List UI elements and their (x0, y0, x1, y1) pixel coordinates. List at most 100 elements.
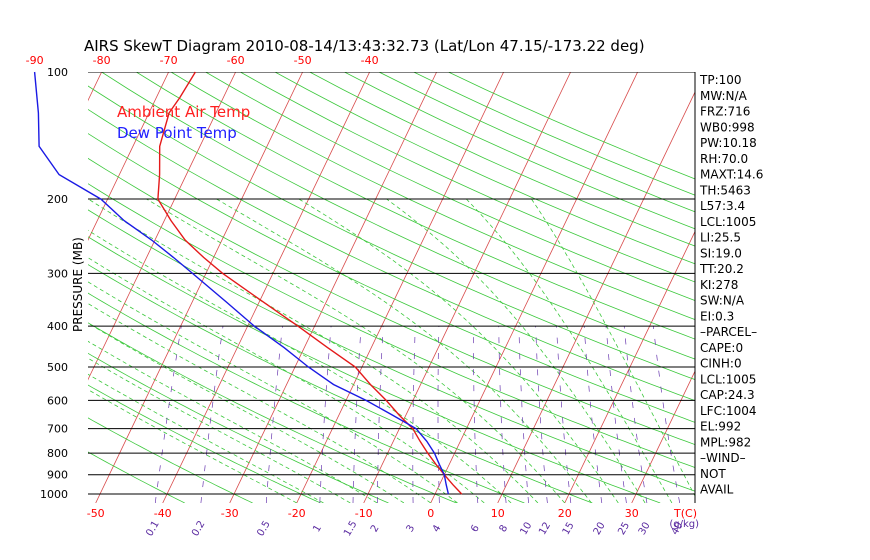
moist-adiabat-line (88, 257, 485, 503)
bottom-temp-tick-label: 0 (427, 507, 434, 520)
series-line-ambient-air-temp (157, 71, 463, 495)
mixing-ratio-tick-label: 2 (369, 523, 382, 534)
dry-adiabat-line (88, 264, 593, 503)
mixing-ratio-tick-label: 0.2 (190, 519, 207, 538)
pressure-tick-label: 100 (47, 66, 68, 79)
mixing-ratio-tick-label: 1.5 (342, 519, 359, 538)
mixing-ratio-line (437, 326, 440, 503)
mixing-ratio-tick-label: 25 (616, 520, 632, 537)
mixing-ratio-line (518, 326, 529, 503)
moist-adiabat-line (531, 198, 695, 497)
temp-unit-label: T(C) (673, 507, 697, 520)
dry-adiabat-line (88, 209, 695, 492)
dry-adiabat-line (274, 72, 695, 265)
bottom-temp-tick-label: 30 (625, 507, 639, 520)
mixing-ratio-tick-label: 6 (469, 523, 482, 534)
bottom-temp-tick-label: -40 (154, 507, 172, 520)
mixing-ratio-line (556, 326, 572, 503)
moist-adiabat-line (88, 322, 405, 503)
dry-adiabat-line (88, 417, 253, 503)
pressure-tick-label: 1000 (40, 488, 68, 501)
chart-grid (0, 72, 870, 503)
mixing-ratio-tick-label: 15 (561, 520, 577, 537)
index-entry: LFC:1004 (700, 404, 757, 418)
mixing-ratio-tick-label: 8 (498, 523, 511, 534)
index-entry: –WIND– (700, 451, 746, 465)
isotherm-line (296, 72, 504, 503)
mixing-ratio-line (412, 326, 416, 503)
mixing-ratio-line (319, 326, 332, 503)
pressure-tick-label: 300 (47, 267, 68, 280)
dry-adiabat-line (88, 292, 525, 503)
top-temp-tick-label: -60 (227, 54, 245, 67)
index-entry: RH:70.0 (700, 152, 748, 166)
mixing-ratio-line (352, 326, 362, 503)
pressure-tick-label: 200 (47, 193, 68, 206)
chart-axes: 1002003004005006007008009001000-120-110-… (26, 54, 699, 538)
isotherm-line (766, 72, 870, 503)
isotherm-line (631, 370, 695, 503)
index-entry: EL:992 (700, 420, 741, 434)
moist-adiabat-line (88, 198, 539, 503)
isotherm-line (833, 72, 870, 503)
top-temp-tick-label: -90 (26, 54, 44, 67)
chart-title: AIRS SkewT Diagram 2010-08-14/13:43:32.7… (84, 37, 645, 55)
mixing-ratio-line (605, 326, 627, 503)
pressure-tick-label: 700 (47, 423, 68, 436)
bottom-temp-tick-label: 10 (491, 507, 505, 520)
dry-adiabat-line (88, 451, 185, 503)
dry-adiabat-line (344, 72, 695, 230)
mixing-ratio-line (473, 326, 479, 503)
index-entry: SW:N/A (700, 294, 745, 308)
index-entry: SI:19.0 (700, 246, 742, 260)
isotherm-line (88, 72, 102, 102)
mixing-ratio-tick-label: 3 (405, 523, 418, 534)
top-temp-tick-label: -80 (93, 54, 111, 67)
index-entry: LCL:1005 (700, 372, 756, 386)
mixing-ratio-tick-label: 4 (431, 523, 444, 534)
mixing-ratio-line (265, 326, 283, 503)
index-entry: LI:25.5 (700, 231, 741, 245)
mixing-ratio-line (154, 326, 182, 503)
isotherm-line (95, 72, 303, 503)
pressure-tick-label: 400 (47, 320, 68, 333)
bottom-temp-tick-label: -50 (87, 507, 105, 520)
dry-adiabat-line (88, 133, 695, 423)
top-temp-tick-label: -40 (361, 54, 379, 67)
mixing-ratio-tick-label: 10 (518, 520, 534, 537)
dry-adiabat-line (88, 157, 695, 446)
dry-adiabat-line (309, 72, 695, 247)
y-axis-label: PRESSURE (MB) (71, 237, 85, 332)
index-entry: L57:3.4 (700, 199, 745, 213)
isotherm-line (88, 72, 169, 241)
pressure-tick-label: 600 (47, 394, 68, 407)
moist-adiabat-line (88, 303, 431, 503)
dry-adiabat-line (88, 183, 695, 468)
pressure-tick-label: 900 (47, 469, 68, 482)
mixing-ratio-tick-label: 20 (592, 520, 608, 537)
isotherm-line (497, 91, 695, 503)
mixing-ratio-unit-label: (g/kg) (669, 519, 699, 530)
moist-adiabat-line (88, 340, 378, 503)
dry-adiabat-line (170, 72, 695, 321)
index-entry: –PARCEL– (700, 325, 757, 339)
moist-adiabat-line (88, 281, 458, 503)
moist-adiabat-line (386, 198, 646, 503)
mixing-ratio-line (200, 326, 224, 503)
isotherm-line (0, 72, 35, 503)
dry-adiabat-line (88, 85, 695, 381)
dry-adiabat-line (88, 108, 695, 402)
dry-adiabat-line (101, 72, 695, 360)
mixing-ratio-line (498, 326, 507, 503)
index-entry: LCL:1005 (700, 215, 756, 229)
top-temp-tick-label: -70 (160, 54, 178, 67)
dry-adiabat-line (88, 384, 321, 503)
mixing-ratio-tick-label: 0.1 (144, 519, 161, 538)
series-line-dew-point-temp (33, 71, 450, 495)
top-temp-tick-label: -50 (294, 54, 312, 67)
index-entry: TH:5463 (699, 183, 751, 197)
pressure-tick-label: 800 (47, 447, 68, 460)
chart-series (33, 71, 463, 495)
dry-adiabat-line (88, 236, 661, 503)
